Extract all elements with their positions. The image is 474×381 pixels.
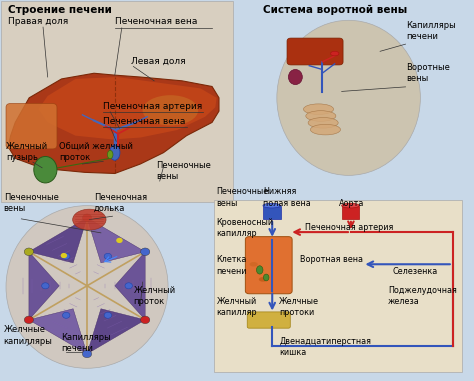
Ellipse shape: [303, 104, 334, 114]
Ellipse shape: [108, 150, 113, 159]
Circle shape: [63, 253, 70, 259]
Text: Печеночные
вены: Печеночные вены: [156, 161, 211, 181]
Ellipse shape: [249, 262, 258, 267]
Text: Воротная вена: Воротная вена: [300, 255, 363, 264]
Bar: [342, 206, 359, 219]
Circle shape: [141, 316, 150, 323]
Text: Нижняя
полая вена: Нижняя полая вена: [263, 187, 311, 208]
Text: Печеночная вена: Печеночная вена: [115, 17, 197, 26]
Circle shape: [116, 238, 123, 243]
Circle shape: [63, 312, 70, 318]
Circle shape: [24, 248, 34, 256]
FancyBboxPatch shape: [287, 38, 343, 65]
Text: Желчные
протоки: Желчные протоки: [279, 297, 319, 317]
Bar: [1, 2, 233, 202]
Circle shape: [61, 253, 67, 258]
FancyBboxPatch shape: [247, 312, 290, 328]
Ellipse shape: [308, 117, 338, 128]
Circle shape: [42, 283, 49, 289]
Ellipse shape: [306, 111, 336, 121]
Ellipse shape: [263, 203, 281, 208]
Circle shape: [24, 316, 34, 323]
Text: Желчные
капилляры: Желчные капилляры: [4, 325, 53, 346]
Circle shape: [82, 350, 91, 358]
Text: Поджелудочная
железа: Поджелудочная железа: [388, 286, 457, 306]
PathPatch shape: [29, 309, 87, 354]
Text: Двенадцатиперстная
кишка: Двенадцатиперстная кишка: [279, 337, 371, 357]
Ellipse shape: [73, 209, 106, 230]
Text: Печеночная
долька: Печеночная долька: [94, 193, 147, 213]
Ellipse shape: [256, 266, 263, 274]
Text: Селезенка: Селезенка: [392, 267, 438, 275]
Ellipse shape: [6, 206, 168, 368]
FancyBboxPatch shape: [6, 104, 57, 149]
Text: Печеночная артерия: Печеночная артерия: [103, 102, 202, 111]
Text: Система воротной вены: Система воротной вены: [263, 5, 407, 14]
Text: Печеночные
вены: Печеночные вены: [217, 187, 269, 208]
Text: Желчный
проток: Желчный проток: [133, 286, 175, 306]
Text: Желчный
капилляр: Желчный капилляр: [217, 297, 257, 317]
PathPatch shape: [115, 252, 145, 320]
Text: Аорта: Аорта: [339, 199, 365, 208]
Text: Воротные
вены: Воротные вены: [407, 62, 450, 83]
Text: Левая доля: Левая доля: [131, 57, 186, 66]
PathPatch shape: [87, 218, 145, 263]
Text: Печеночные
вены: Печеночные вены: [4, 193, 59, 213]
Bar: [263, 206, 281, 219]
PathPatch shape: [38, 77, 217, 139]
Circle shape: [104, 312, 111, 318]
Ellipse shape: [264, 274, 269, 281]
Ellipse shape: [342, 203, 359, 208]
Circle shape: [125, 283, 132, 289]
Bar: [214, 200, 462, 372]
Ellipse shape: [143, 95, 198, 125]
Ellipse shape: [109, 145, 120, 160]
Text: Капилляры
печени: Капилляры печени: [62, 333, 111, 353]
Ellipse shape: [310, 124, 340, 135]
Text: Общий желчный
проток: Общий желчный проток: [59, 142, 133, 162]
Ellipse shape: [330, 51, 339, 56]
Text: Печеночная артерия: Печеночная артерия: [305, 223, 393, 232]
PathPatch shape: [29, 252, 59, 320]
Ellipse shape: [34, 157, 57, 183]
Circle shape: [141, 248, 150, 256]
Text: Клетка
печени: Клетка печени: [217, 256, 247, 275]
Text: Капилляры
печени: Капилляры печени: [407, 21, 456, 41]
Text: Печеночная вена: Печеночная вена: [103, 117, 186, 126]
PathPatch shape: [87, 309, 145, 354]
Circle shape: [82, 214, 91, 221]
Text: Кровеносный
капилляр: Кровеносный капилляр: [217, 218, 274, 238]
Ellipse shape: [277, 20, 420, 175]
Text: Правая доля: Правая доля: [9, 17, 69, 26]
FancyBboxPatch shape: [246, 237, 292, 294]
PathPatch shape: [9, 73, 219, 173]
Ellipse shape: [264, 269, 272, 274]
Ellipse shape: [259, 277, 267, 282]
Text: Желчный
пузырь: Желчный пузырь: [6, 142, 48, 162]
Text: Строение печени: Строение печени: [9, 5, 112, 14]
Ellipse shape: [288, 69, 302, 85]
PathPatch shape: [29, 218, 87, 263]
Circle shape: [104, 253, 111, 259]
